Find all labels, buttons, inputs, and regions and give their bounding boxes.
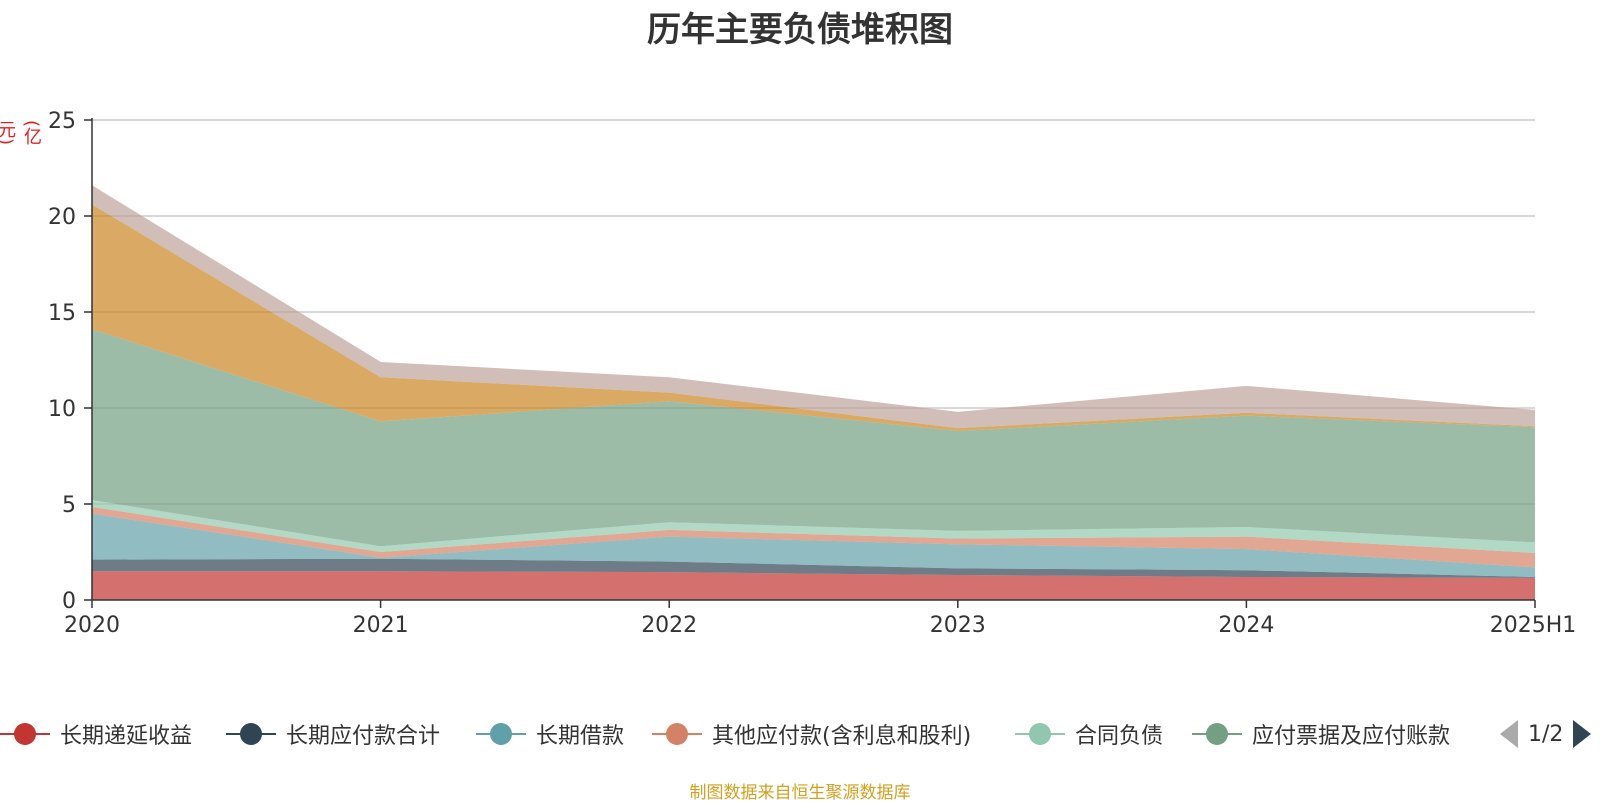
legend-marker-icon	[1192, 716, 1242, 752]
legend-label: 长期应付款合计	[286, 724, 441, 749]
y-tick-label: 20	[48, 205, 76, 230]
x-tick-label: 2024	[1218, 613, 1274, 638]
area-series-1	[92, 558, 1535, 578]
area-series-0	[92, 571, 1535, 600]
y-tick-label: 0	[62, 589, 76, 614]
x-tick-label: 2021	[353, 613, 409, 638]
legend-marker-icon	[0, 716, 50, 752]
legend-item[interactable]: 长期借款	[476, 716, 624, 752]
legend-label: 合同负债	[1075, 724, 1164, 749]
legend-item[interactable]: 合同负债	[1015, 716, 1163, 752]
legend-item[interactable]: 长期递延收益	[0, 716, 192, 752]
legend-item[interactable]: 长期应付款合计	[226, 716, 440, 752]
legend-item[interactable]: 其他应付款(含利息和股利)	[652, 716, 971, 752]
legend-item[interactable]: 应付票据及应付账款	[1192, 716, 1450, 752]
legend-label: 长期借款	[536, 724, 625, 749]
y-tick-label: 25	[48, 109, 76, 134]
area-series-2	[92, 513, 1535, 577]
area-series-5	[92, 329, 1535, 547]
x-tick-label: 2025H1	[1490, 613, 1577, 638]
legend: 长期递延收益 长期应付款合计 长期借款 其他应付款(含利息和股利) 合同负债 应付票据及应…	[0, 716, 1600, 752]
y-tick-label: 15	[48, 301, 76, 326]
legend-marker-icon	[1015, 716, 1065, 752]
legend-marker-icon	[476, 716, 526, 752]
legend-page-indicator: 1/2	[1528, 721, 1564, 747]
legend-label: 其他应付款(含利息和股利)	[712, 724, 972, 749]
x-tick-label: 2020	[64, 613, 120, 638]
data-source-note: 制图数据来自恒生聚源数据库	[689, 783, 911, 803]
legend-next-page-icon[interactable]	[1573, 720, 1592, 748]
area-series-3	[92, 506, 1535, 568]
legend-marker-icon	[226, 716, 276, 752]
y-tick-label: 5	[62, 493, 76, 518]
chart-title: 历年主要负债堆积图	[647, 10, 953, 50]
stacked-areas	[92, 185, 1535, 600]
legend-prev-page-icon[interactable]	[1500, 720, 1518, 748]
axes: 0 5 10 15 20 25 2020 2021 2022 2023 2024 2025H1	[48, 109, 1576, 638]
y-axis-unit-label: (亿元)	[0, 120, 42, 146]
legend-marker-icon	[652, 716, 702, 752]
y-tick-label: 10	[48, 397, 76, 422]
x-tick-label: 2023	[930, 613, 986, 638]
legend-label: 长期递延收益	[60, 724, 193, 749]
x-tick-label: 2022	[641, 613, 697, 638]
legend-pager: 1/2	[1500, 716, 1592, 752]
legend-label: 应付票据及应付账款	[1252, 724, 1451, 749]
area-series-7	[92, 185, 1535, 429]
